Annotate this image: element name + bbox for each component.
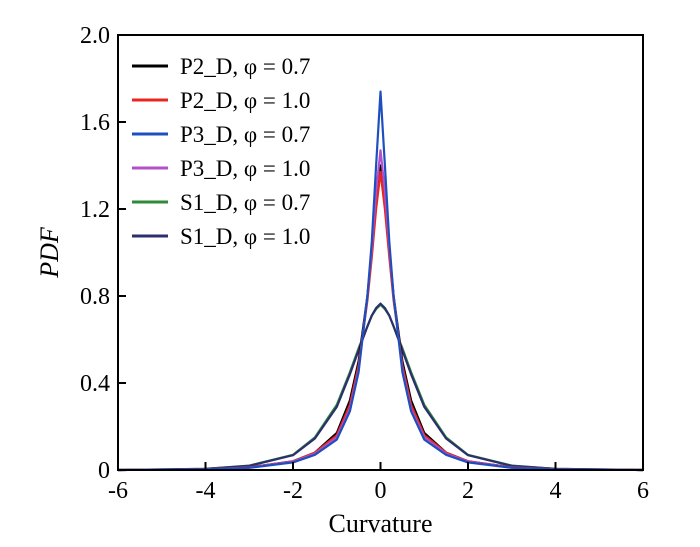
legend: P2_D, φ = 0.7 P2_D, φ = 1.0 P3_D, φ = 0.7 P…: [132, 54, 310, 249]
y-tick-label: 1.6: [80, 110, 110, 136]
series-line-5: [117, 302, 644, 472]
legend-label: P2_D, φ = 1.0: [180, 88, 310, 113]
y-tick-label: 2.0: [80, 23, 110, 49]
legend-label: S1_D, φ = 0.7: [180, 190, 310, 215]
legend-entry: S1_D, φ = 1.0: [132, 224, 310, 249]
legend-label: S1_D, φ = 1.0: [180, 224, 310, 249]
legend-label: P3_D, φ = 0.7: [180, 122, 310, 147]
x-tick-label: 2: [462, 478, 474, 504]
series-layer: [117, 90, 644, 472]
y-tick-label: 1.2: [80, 197, 110, 223]
y-tick-label: 0: [98, 458, 110, 484]
x-tick-label: -2: [283, 478, 303, 504]
legend-label: P2_D, φ = 0.7: [180, 54, 310, 79]
legend-entry: P3_D, φ = 1.0: [132, 156, 310, 181]
y-tick-label: 0.4: [80, 371, 110, 397]
x-axis-title: Curvature: [329, 509, 433, 538]
y-tick-label: 0.8: [80, 284, 110, 310]
series-line-1: [117, 170, 644, 472]
x-tick-label: 6: [637, 478, 649, 504]
legend-entry: S1_D, φ = 0.7: [132, 190, 310, 215]
x-tick-label: 0: [375, 478, 387, 504]
series-line-4: [117, 303, 644, 472]
legend-entry: P2_D, φ = 1.0: [132, 88, 310, 113]
x-tick-label: 4: [550, 478, 562, 504]
x-tick-label: -6: [108, 478, 128, 504]
legend-label: P3_D, φ = 1.0: [180, 156, 310, 181]
x-tick-label: -4: [196, 478, 216, 504]
legend-entry: P3_D, φ = 0.7: [132, 122, 310, 147]
series-line-2: [117, 90, 644, 472]
y-axis-title: PDF: [35, 226, 64, 279]
ticks-layer: -6 -4 -2 0 2 4 6 0 0.4 0.8 1.2 1.6 2.0: [80, 23, 649, 504]
legend-entry: P2_D, φ = 0.7: [132, 54, 310, 79]
